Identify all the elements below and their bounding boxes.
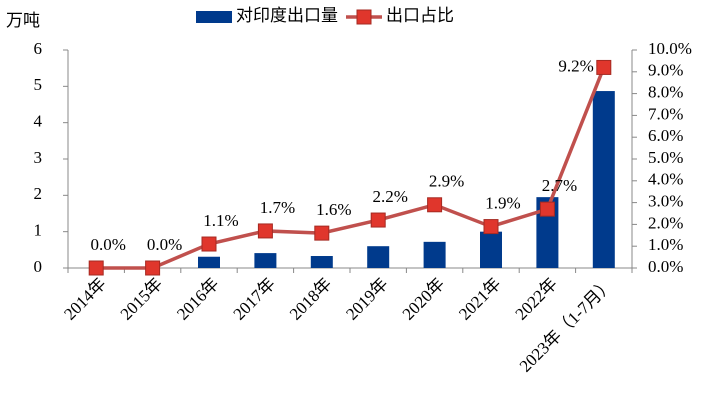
data-label: 1.7%: [260, 198, 295, 217]
bar: [198, 256, 220, 268]
y2-tick-label: 5.0%: [648, 148, 683, 167]
y2-tick-label: 4.0%: [648, 170, 683, 189]
marker: [201, 236, 217, 252]
marker: [370, 212, 386, 228]
data-label: 2.9%: [429, 172, 464, 191]
data-label: 1.6%: [316, 200, 351, 219]
legend-swatch: [196, 11, 232, 23]
bar: [310, 256, 333, 268]
x-tick-label: 2018年: [286, 274, 335, 323]
marker: [257, 223, 273, 239]
data-label: 2.2%: [372, 187, 407, 206]
marker: [539, 201, 555, 217]
x-tick-label: 2014年: [60, 274, 109, 323]
data-label: 1.9%: [485, 193, 520, 212]
x-tick-label: 2022年: [511, 274, 560, 323]
y-tick-label: 2: [34, 184, 43, 203]
marker: [596, 59, 612, 75]
bar: [592, 91, 615, 268]
y-tick-label: 5: [34, 75, 43, 94]
data-label: 2.7%: [542, 176, 577, 195]
y2-tick-label: 7.0%: [648, 104, 683, 123]
bar: [254, 253, 277, 268]
data-label: 9.2%: [558, 56, 593, 75]
y2-tick-label: 0.0%: [648, 257, 683, 276]
y-tick-label: 0: [34, 257, 43, 276]
y2-tick-label: 2.0%: [648, 213, 683, 232]
marker: [314, 225, 330, 241]
y-tick-label: 6: [34, 39, 43, 58]
y2-tick-label: 6.0%: [648, 126, 683, 145]
y2-tick-label: 10.0%: [648, 39, 692, 58]
y2-tick-label: 9.0%: [648, 61, 683, 80]
legend-swatch: [356, 9, 372, 25]
x-tick-label: 2017年: [229, 274, 278, 323]
x-tick-label: 2015年: [117, 274, 166, 323]
line: [96, 66, 606, 270]
y-axis-label: 万吨: [6, 11, 40, 30]
y2-tick-label: 3.0%: [648, 192, 683, 211]
x-tick-label: 2021年: [455, 274, 504, 323]
y2-tick-label: 8.0%: [648, 83, 683, 102]
bar: [367, 246, 390, 268]
data-label: 0.0%: [90, 235, 125, 254]
marker: [483, 219, 499, 235]
bar: [423, 241, 446, 268]
y-tick-label: 3: [34, 148, 43, 167]
marker: [145, 260, 161, 276]
data-label: 0.0%: [147, 235, 182, 254]
data-label: 1.1%: [203, 211, 238, 230]
legend-label: 对印度出口量: [236, 6, 338, 25]
bar: [480, 231, 502, 268]
y-tick-label: 4: [34, 112, 43, 131]
x-tick-label: 2020年: [399, 274, 448, 323]
legend-label: 出口占比: [386, 6, 454, 25]
y-tick-label: 1: [34, 221, 43, 240]
marker: [427, 197, 443, 213]
y2-tick-label: 1.0%: [648, 235, 683, 254]
x-tick-label: 2019年: [342, 274, 391, 323]
marker: [88, 260, 104, 276]
x-tick-label: 2016年: [173, 274, 222, 323]
